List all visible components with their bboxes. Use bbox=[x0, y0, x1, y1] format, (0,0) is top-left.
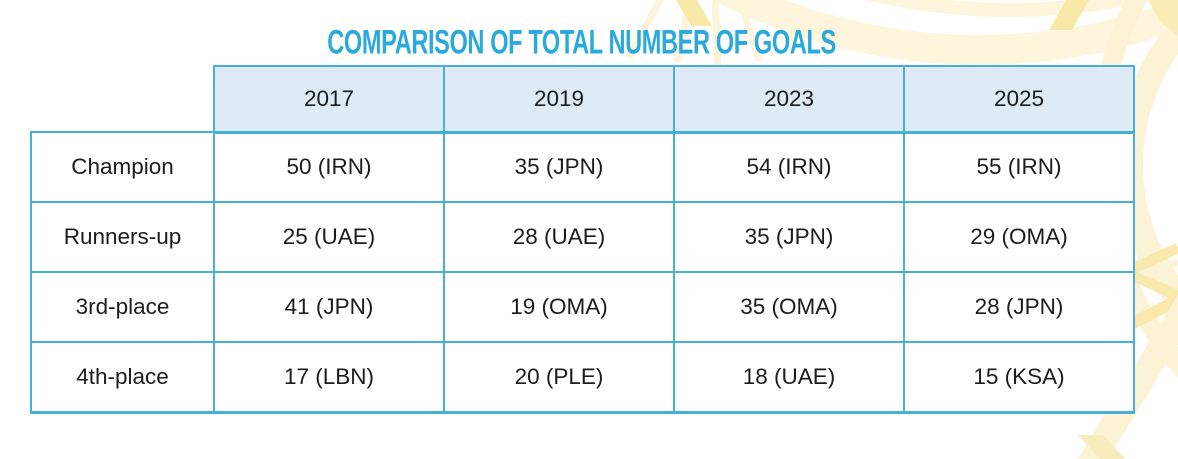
table-row-runners-up: Runners-up 25 (UAE) 28 (UAE) 35 (JPN) 29… bbox=[30, 201, 1135, 273]
corner-spacer bbox=[31, 66, 214, 132]
row-header-champion: Champion bbox=[30, 131, 215, 203]
column-header-2025: 2025 bbox=[903, 65, 1135, 134]
table-header-row: 2017 2019 2023 2025 bbox=[31, 65, 1135, 134]
table-cell: 25 (UAE) bbox=[213, 201, 445, 273]
table-row-3rd-place: 3rd-place 41 (JPN) 19 (OMA) 35 (OMA) 28 … bbox=[30, 271, 1135, 343]
table-cell: 35 (JPN) bbox=[673, 201, 905, 273]
streak-decoration bbox=[1148, 0, 1178, 36]
goals-table: 2017 2019 2023 2025 Champion 50 (IRN) 35… bbox=[30, 65, 1135, 414]
column-header-2017: 2017 bbox=[213, 65, 445, 134]
table-cell: 28 (UAE) bbox=[443, 201, 675, 273]
table-cell: 17 (LBN) bbox=[213, 341, 445, 414]
table-cell: 29 (OMA) bbox=[903, 201, 1135, 273]
table-cell: 18 (UAE) bbox=[673, 341, 905, 414]
page-title-text: COMPARISON OF TOTAL NUMBER OF GOALS bbox=[327, 22, 836, 62]
column-header-2023: 2023 bbox=[673, 65, 905, 134]
table-row-champion: Champion 50 (IRN) 35 (JPN) 54 (IRN) 55 (… bbox=[30, 131, 1135, 203]
arc-decoration bbox=[1117, 13, 1178, 317]
table-row-4th-place: 4th-place 17 (LBN) 20 (PLE) 18 (UAE) 15 … bbox=[30, 341, 1135, 414]
table-cell: 15 (KSA) bbox=[903, 341, 1135, 414]
table-cell: 54 (IRN) bbox=[673, 131, 905, 203]
table-cell: 50 (IRN) bbox=[213, 131, 445, 203]
arc-decoration bbox=[866, 0, 1154, 17]
table-cell: 55 (IRN) bbox=[903, 131, 1135, 203]
row-header-runners-up: Runners-up bbox=[30, 201, 215, 273]
table-cell: 28 (JPN) bbox=[903, 271, 1135, 343]
chevron-decoration bbox=[1137, 258, 1178, 288]
table-cell: 35 (OMA) bbox=[673, 271, 905, 343]
table-cell: 41 (JPN) bbox=[213, 271, 445, 343]
page-title: COMPARISON OF TOTAL NUMBER OF GOALS bbox=[30, 22, 1133, 61]
table-cell: 20 (PLE) bbox=[443, 341, 675, 414]
row-header-3rd-place: 3rd-place bbox=[30, 271, 215, 343]
table-cell: 19 (OMA) bbox=[443, 271, 675, 343]
column-header-2019: 2019 bbox=[443, 65, 675, 134]
streak-decoration bbox=[1078, 435, 1125, 459]
table-cell: 35 (JPN) bbox=[443, 131, 675, 203]
row-header-4th-place: 4th-place bbox=[30, 341, 215, 414]
